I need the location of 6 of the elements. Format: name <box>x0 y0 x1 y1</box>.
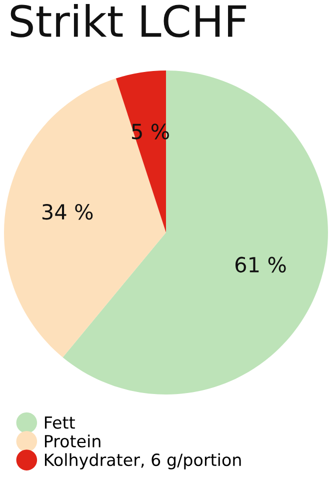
chart-title: Strikt LCHF <box>10 4 246 38</box>
legend-label: Fett <box>44 416 75 429</box>
data-label: 61 % <box>235 256 286 273</box>
legend-label: Kolhydrater, 6 g/portion <box>44 453 241 470</box>
legend-label: Protein <box>44 434 100 448</box>
data-label: 34 % <box>42 204 93 220</box>
